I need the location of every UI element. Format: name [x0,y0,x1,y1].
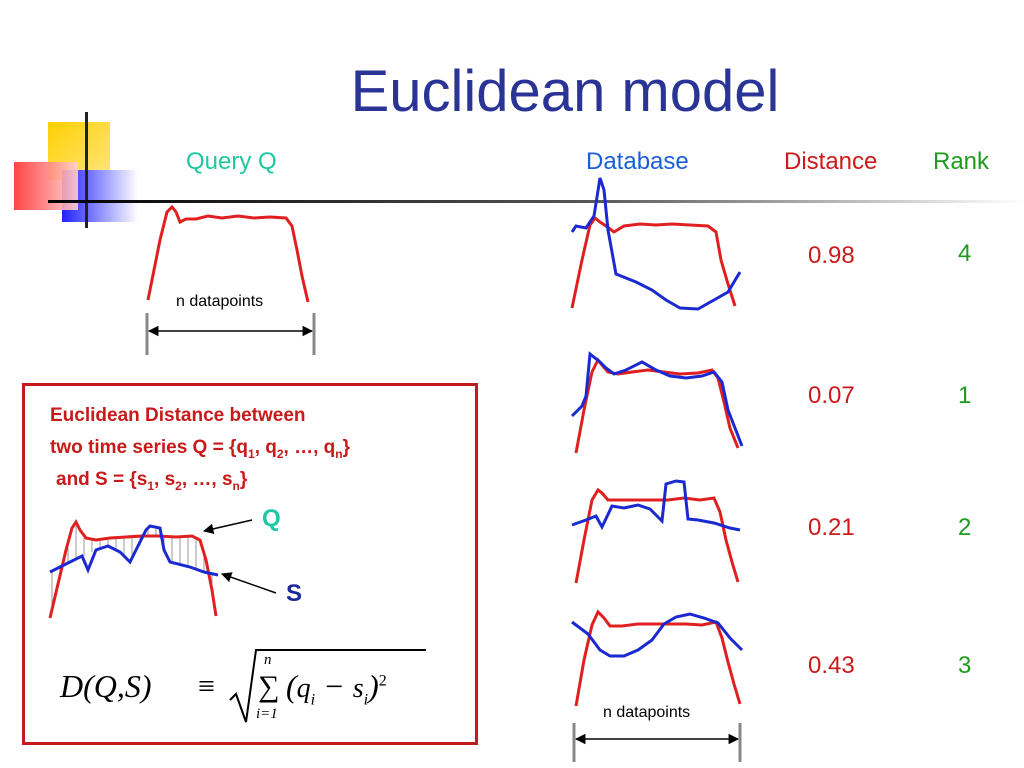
distance-header: Distance [784,148,878,175]
rank-value: 3 [958,652,972,679]
difference-hatch-lines [51,526,213,614]
db1-database-series [570,177,742,311]
formula-sum-sign: ∑ [258,670,280,703]
definition-box [22,383,478,745]
rank-value: 2 [958,514,972,541]
s-label: S [286,580,303,607]
distance-value: 0.43 [808,652,855,679]
query-series [146,204,310,303]
q-label: Q [262,505,281,532]
distance-value: 0.98 [808,242,855,269]
db-n-datapoints-label: n datapoints [603,704,691,721]
q-pointer-arrow [202,519,253,535]
db4-database-series [571,612,744,658]
definition-line-2: two time series Q = {q1, q2, …, qn} [50,437,351,461]
distance-value: 0.21 [808,514,855,541]
db1-query-series [570,215,737,309]
formula-sum-upper: n [264,652,272,668]
page-title: Euclidean model [350,59,780,124]
formula-term: (qi − si)2 [286,668,387,709]
formula-radical-sign [229,649,426,723]
formula-equiv: ≡ [198,670,215,703]
db4-query-series [574,609,742,707]
distance-value: 0.07 [808,382,855,409]
db3-database-series [571,479,741,532]
query-header: Query Q [186,148,277,175]
definition-line-1: Euclidean Distance between [50,405,306,426]
logo-horizontal-line [48,200,1024,203]
s-pointer-arrow [221,572,277,594]
rank-value: 4 [958,240,972,267]
rank-header: Rank [933,148,990,175]
n-datapoints-label: n datapoints [176,293,264,310]
example-database-series [49,524,219,577]
example-query-series [48,519,218,619]
rank-value: 1 [958,382,972,409]
logo-vertical-line [85,112,88,228]
db3-query-series [574,487,740,584]
formula-lhs: D(Q,S) [60,668,152,704]
definition-line-3: and S = {s1, s2, …, sn} [56,469,248,493]
db2-database-series [570,351,744,447]
database-header: Database [586,148,689,175]
db2-query-series [574,357,740,454]
formula-sum-lower: i=1 [256,706,278,722]
